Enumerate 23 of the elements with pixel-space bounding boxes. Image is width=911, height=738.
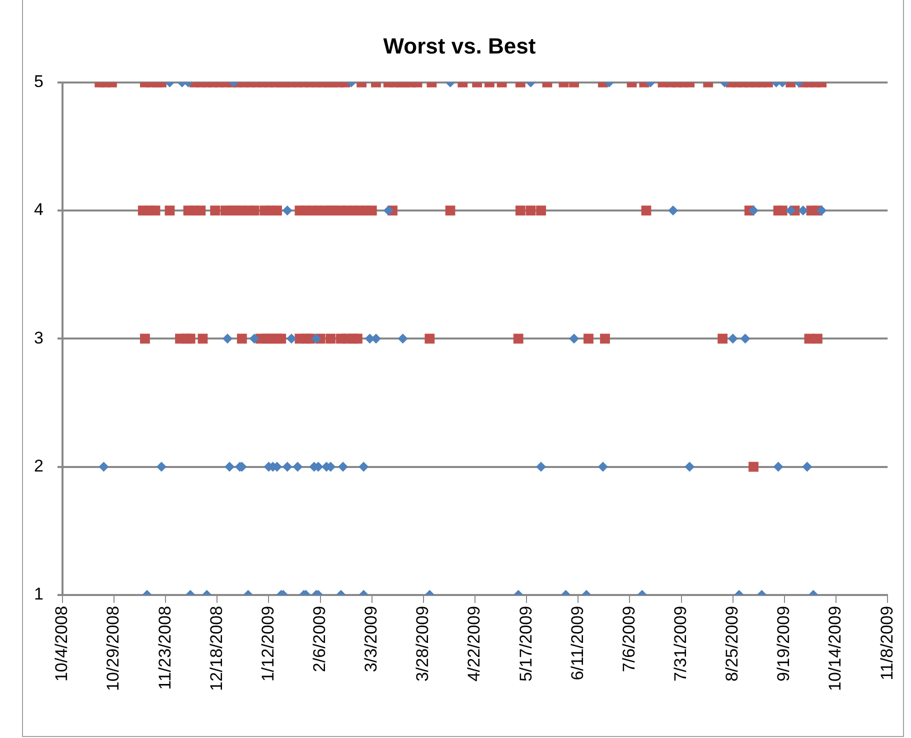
y-tick-label: 3 bbox=[34, 328, 44, 348]
chart-title: Worst vs. Best bbox=[383, 33, 536, 58]
y-tick-label: 5 bbox=[34, 72, 44, 92]
x-tick-label: 3/3/2009 bbox=[362, 606, 381, 672]
x-tick-label: 1/12/2009 bbox=[258, 606, 278, 682]
x-tick-label: 7/6/2009 bbox=[619, 606, 638, 672]
x-tick-label: 7/31/2009 bbox=[671, 606, 690, 682]
x-tick-label: 5/17/2009 bbox=[516, 606, 536, 682]
x-tick-label: 12/18/2008 bbox=[206, 606, 226, 692]
y-tick-label: 1 bbox=[34, 584, 44, 604]
y-tick-label: 4 bbox=[34, 200, 44, 220]
x-tick-label: 11/23/2008 bbox=[155, 606, 174, 690]
x-tick-label: 10/14/2009 bbox=[826, 606, 845, 692]
x-tick-label: 11/8/2009 bbox=[877, 606, 896, 680]
y-tick-label: 2 bbox=[34, 456, 44, 476]
x-tick-label: 6/11/2009 bbox=[568, 606, 587, 680]
x-tick-label: 9/19/2009 bbox=[774, 606, 794, 682]
x-tick-label: 10/4/2008 bbox=[52, 606, 72, 682]
x-tick-label: 2/6/2009 bbox=[310, 606, 329, 672]
x-tick-label: 8/25/2009 bbox=[722, 606, 742, 682]
x-tick-label: 10/29/2008 bbox=[104, 606, 123, 692]
x-tick-label: 3/28/2009 bbox=[413, 606, 432, 682]
x-tick-label: 4/22/2009 bbox=[464, 606, 484, 682]
